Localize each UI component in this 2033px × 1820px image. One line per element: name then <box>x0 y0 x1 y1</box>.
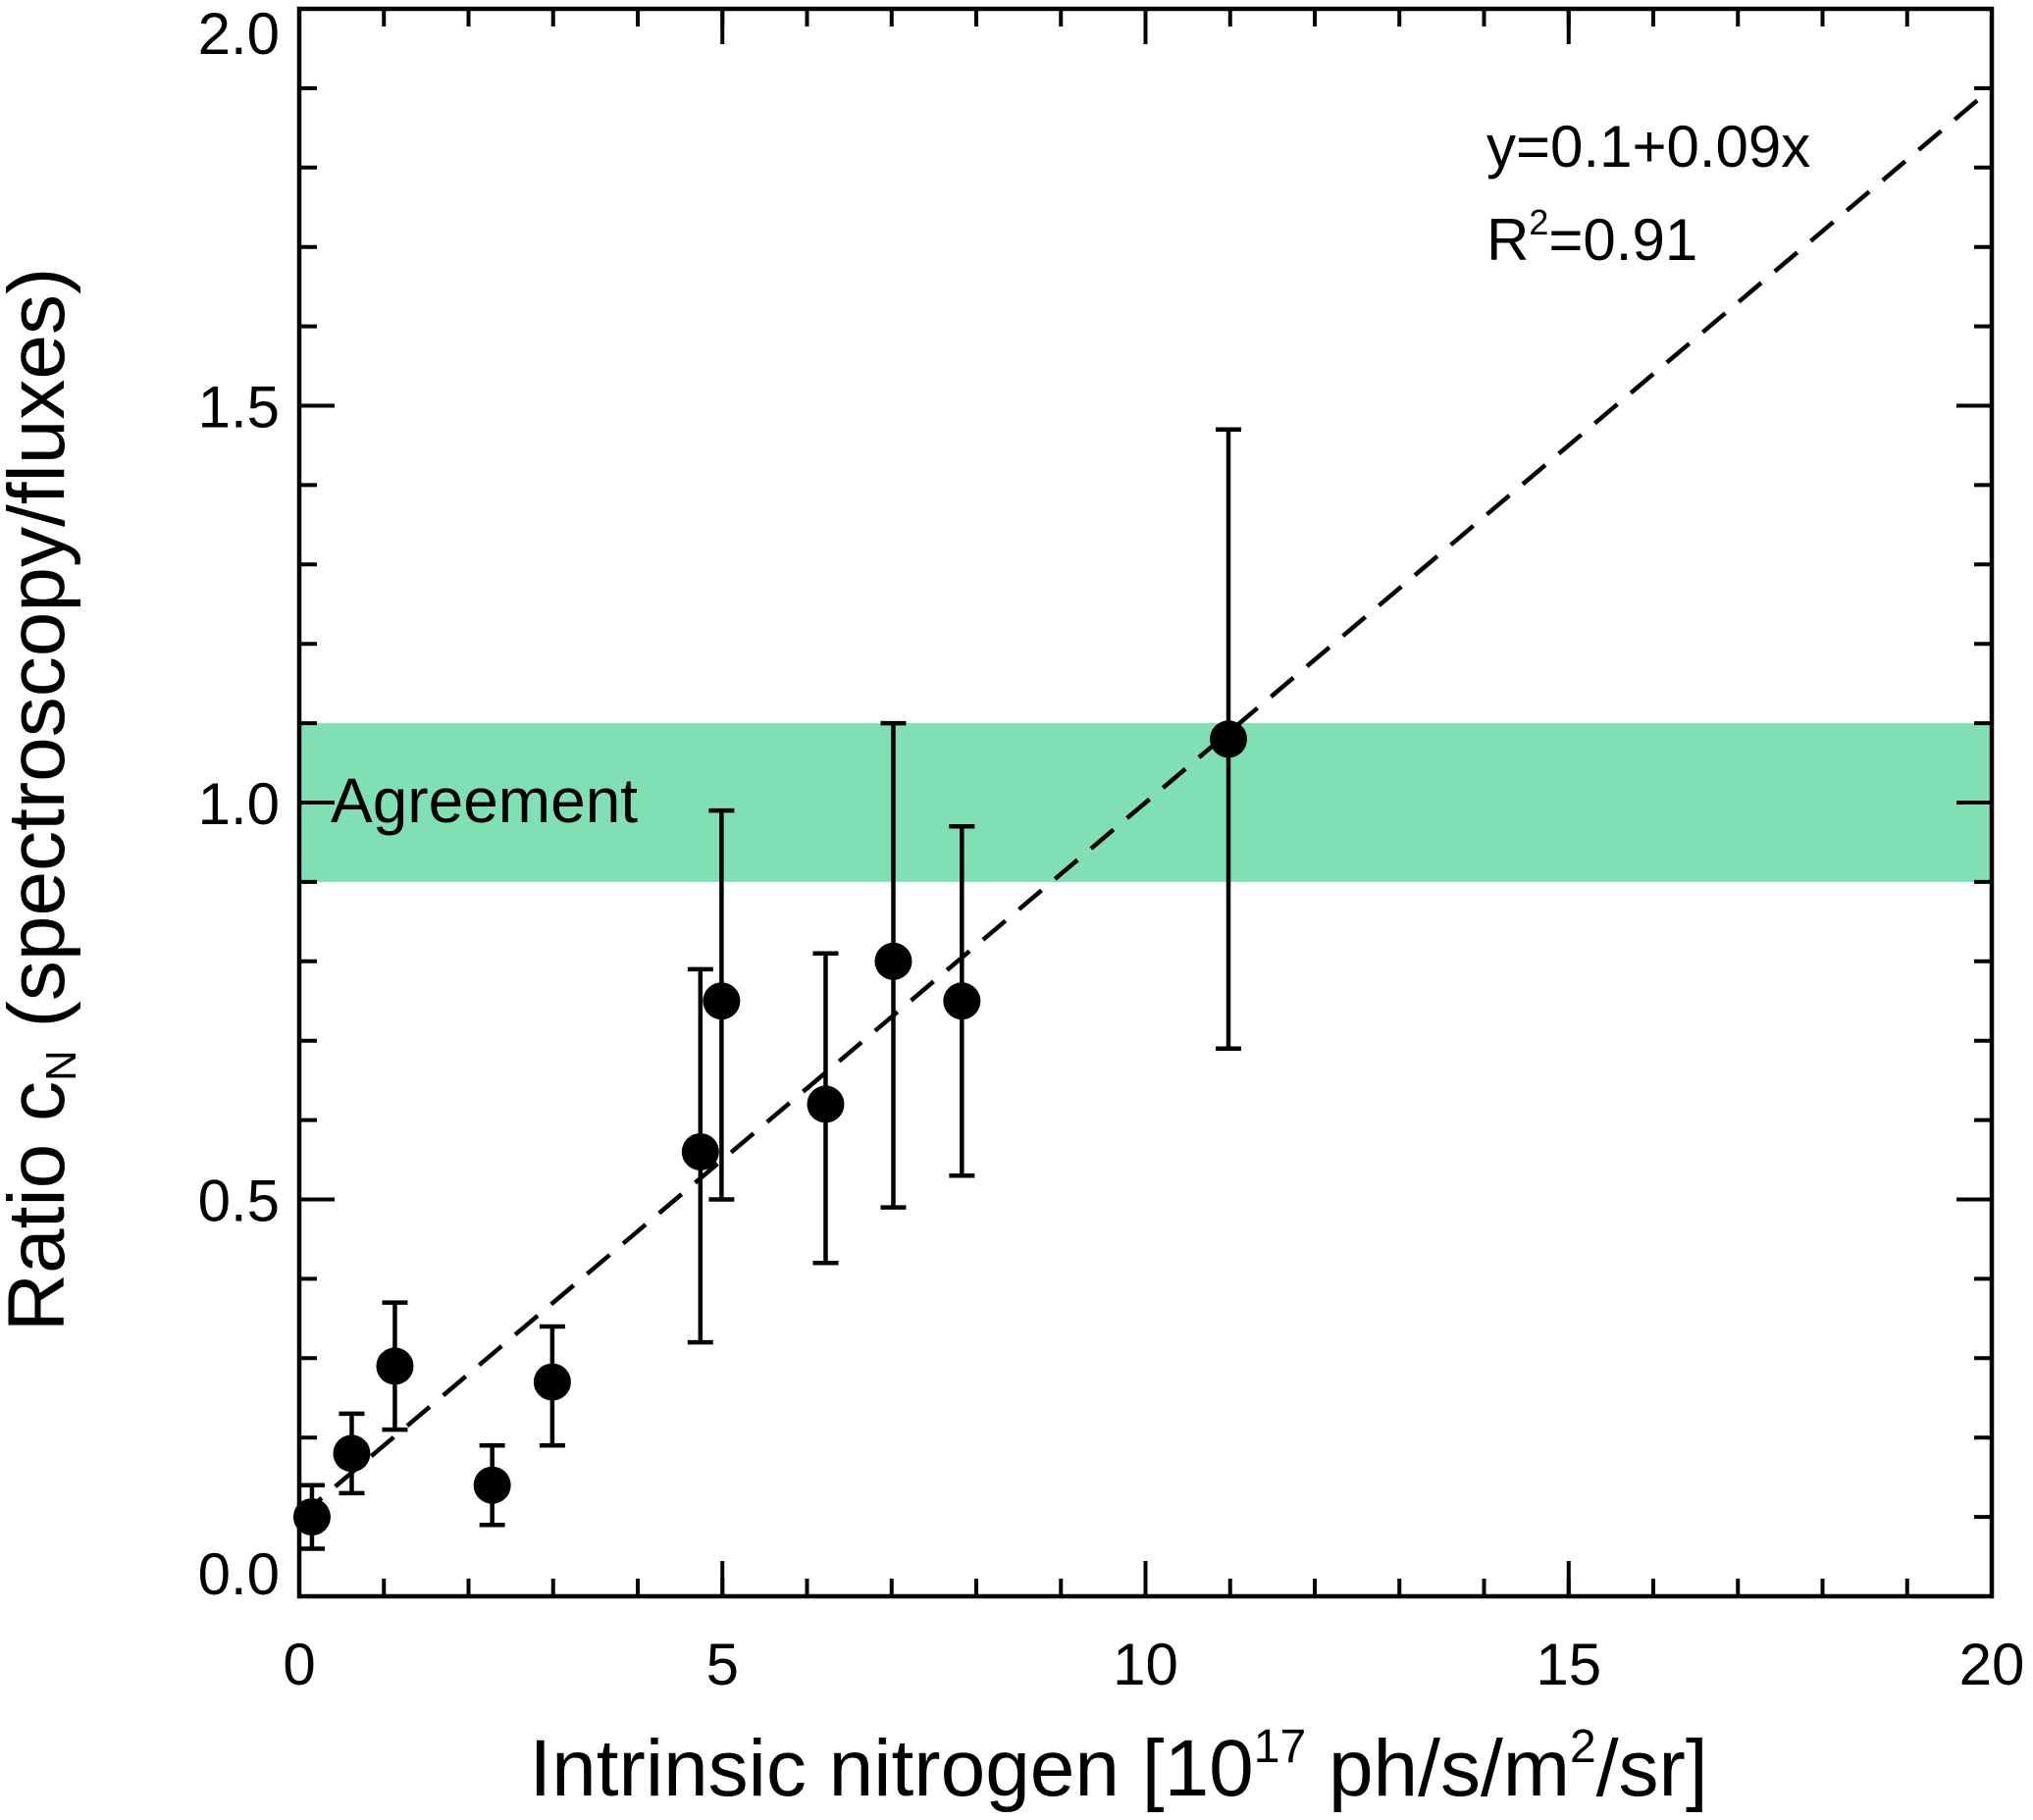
data-points-layer <box>292 427 1248 1551</box>
marker-7 <box>807 1085 845 1123</box>
x-tick-label: 5 <box>706 1632 739 1697</box>
y-tick-label: 0.5 <box>198 1169 280 1234</box>
y-tick-label: 2.0 <box>198 1 280 67</box>
x-axis-title-after: ph/s/m <box>1306 1724 1570 1813</box>
band-label: Agreement <box>331 765 638 836</box>
x-tick-label: 10 <box>1113 1632 1178 1697</box>
marker-9 <box>943 982 981 1020</box>
fit-r2-value: =0.91 <box>1548 207 1697 273</box>
y-axis-title-sub: N <box>37 1050 85 1081</box>
y-tick-label: 1.0 <box>198 771 280 837</box>
x-tick-label: 15 <box>1536 1632 1601 1697</box>
marker-10 <box>1210 720 1248 758</box>
y-axis-title-end: (spectroscopy/fluxes) <box>0 268 81 1051</box>
marker-6 <box>703 982 741 1020</box>
x-axis-title-main: Intrinsic nitrogen [10 <box>529 1724 1253 1813</box>
x-axis-title-exp2: 2 <box>1570 1721 1596 1773</box>
data-point-7 <box>807 951 845 1266</box>
x-axis-title: Intrinsic nitrogen [1017 ph/s/m2/sr] <box>529 1721 1707 1813</box>
marker-4 <box>533 1363 571 1401</box>
y-tick-label: 0.0 <box>198 1541 280 1607</box>
x-axis-title-exp: 17 <box>1254 1721 1306 1773</box>
fit-line-layer <box>297 86 1994 1519</box>
y-axis-title-main: Ratio c <box>0 1081 81 1331</box>
data-point-4 <box>533 1324 571 1448</box>
y-axis-title: Ratio cN (spectroscopy/fluxes) <box>0 268 85 1332</box>
x-tick-label: 20 <box>1959 1632 2025 1697</box>
marker-1 <box>333 1434 371 1473</box>
data-point-6 <box>703 807 741 1202</box>
data-point-2 <box>376 1300 414 1432</box>
fit-r2-exp: 2 <box>1529 202 1548 242</box>
data-point-5 <box>681 966 719 1345</box>
x-tick-label: 0 <box>283 1632 315 1697</box>
fit-line <box>297 86 1994 1519</box>
x-axis-title-end: /sr] <box>1596 1724 1708 1813</box>
marker-8 <box>874 942 912 980</box>
marker-2 <box>376 1347 414 1385</box>
y-tick-label: 1.5 <box>198 375 280 441</box>
fit-equation: y=0.1+0.09x <box>1486 114 1810 180</box>
fit-r2-label: R <box>1486 207 1529 273</box>
fit-r2: R2=0.91 <box>1486 202 1697 273</box>
data-point-3 <box>473 1443 511 1528</box>
data-point-1 <box>333 1411 371 1496</box>
data-point-10 <box>1210 427 1248 1052</box>
data-point-8 <box>874 720 912 1210</box>
axes-layer: 0 5 10 15 20 0.0 0.5 1.0 1.5 2.0 <box>198 1 2025 1697</box>
marker-3 <box>473 1466 511 1504</box>
marker-5 <box>681 1132 719 1170</box>
data-point-9 <box>943 824 981 1178</box>
